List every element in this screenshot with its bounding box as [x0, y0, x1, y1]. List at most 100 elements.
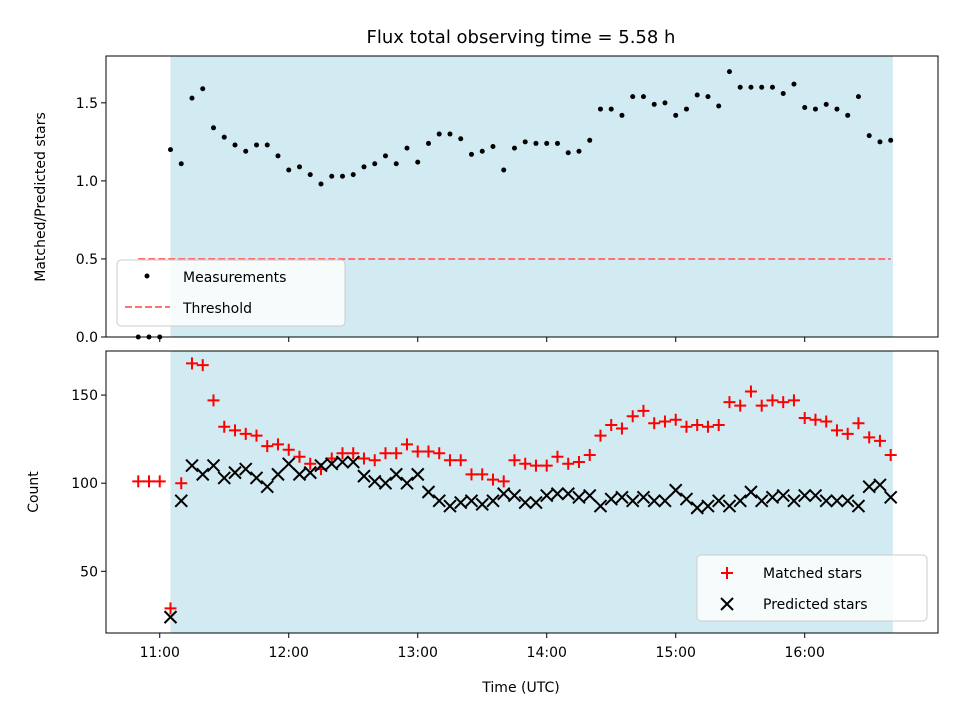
predicted-star-point: [883, 490, 898, 504]
predicted-star-point: [862, 480, 876, 494]
measurement-point: [511, 145, 517, 151]
predicted-star-point: [507, 488, 522, 503]
predicted-star-point: [583, 488, 597, 503]
plot-frame: [105, 350, 939, 634]
predicted-star-point: [851, 499, 866, 513]
matched-star-point: [411, 445, 424, 458]
legend-measurements-marker: [144, 273, 150, 279]
matched-star-point: [336, 447, 349, 460]
predicted-star-point: [314, 458, 328, 473]
matched-star-point: [777, 396, 790, 409]
measurement-point: [823, 101, 829, 107]
matched-star-point: [626, 410, 639, 423]
matched-star-point: [390, 447, 403, 460]
matched-star-point: [443, 454, 456, 467]
predicted-star-point: [840, 494, 855, 508]
matched-star-point: [798, 411, 811, 424]
measurement-point: [339, 173, 345, 179]
matched-star-point: [357, 452, 370, 465]
predicted-star-point: [185, 458, 199, 473]
measurement-point: [748, 84, 754, 90]
matched-star-point: [465, 468, 478, 481]
predicted-star-point: [432, 494, 446, 508]
matched-star-point: [497, 475, 510, 488]
predicted-star-point: [454, 495, 468, 510]
measurement-point: [318, 181, 324, 187]
measurement-point: [479, 148, 485, 154]
predicted-star-point: [647, 494, 661, 508]
matched-star-point: [841, 427, 854, 440]
matched-star-point: [723, 396, 736, 409]
legend-predicted-label: Predicted stars: [763, 597, 868, 613]
matched-star-point: [519, 457, 532, 470]
predicted-star-point: [346, 455, 360, 469]
predicted-star-point: [808, 488, 823, 503]
matched-star-point: [766, 394, 779, 407]
x-tick-label: 15:00: [656, 645, 696, 661]
measurement-point: [812, 106, 818, 112]
predicted-star-point: [292, 467, 307, 482]
bottom-y-axis-label: Count: [26, 471, 42, 513]
measurement-point: [662, 100, 668, 106]
y-tick-label: 150: [71, 388, 98, 404]
bottom-legend: Matched stars Predicted stars: [696, 554, 928, 622]
measurement-point: [780, 90, 786, 96]
measurement-point: [501, 167, 507, 173]
measurement-point: [264, 142, 270, 148]
x-tick-label: 13:00: [398, 645, 438, 661]
measurement-point: [296, 164, 302, 170]
matched-star-point: [873, 434, 886, 447]
legend-predicted-marker: [720, 597, 734, 611]
matched-star-point: [282, 443, 295, 456]
predicted-star-point: [163, 610, 178, 624]
measurement-point: [404, 145, 410, 151]
predicted-star-point: [239, 462, 253, 476]
matched-star-point: [691, 419, 704, 432]
matched-star-point: [486, 473, 499, 486]
measurement-point: [275, 153, 281, 159]
top-y-axis-label: Matched/Predicted stars: [33, 112, 49, 282]
measurement-point: [565, 150, 571, 156]
predicted-star-point: [540, 488, 554, 503]
predicted-star-point: [615, 490, 629, 504]
measurement-point: [522, 139, 528, 145]
predicted-star-point: [335, 455, 350, 469]
measurement-point: [243, 148, 249, 154]
matched-star-point: [347, 447, 360, 460]
measurement-point: [737, 84, 743, 90]
measurement-point: [425, 140, 431, 146]
matched-star-point: [744, 385, 757, 398]
matched-star-point: [185, 357, 198, 370]
measurement-point: [544, 140, 550, 146]
matched-star-point: [261, 440, 274, 453]
predicted-star-point: [712, 494, 726, 508]
legend-measurements-label: Measurements: [183, 270, 286, 286]
y-tick-label: 50: [80, 564, 98, 580]
predicted-star-point: [529, 495, 543, 510]
measurement-point: [673, 112, 679, 118]
y-tick-label: 1.5: [76, 96, 98, 112]
predicted-star-point: [260, 480, 274, 494]
measurement-point: [716, 103, 722, 109]
measurement-point: [845, 112, 851, 118]
matched-star-point: [734, 399, 747, 412]
matched-star-point: [250, 429, 263, 442]
matched-star-point: [368, 454, 381, 467]
measurement-point: [726, 69, 732, 75]
predicted-star-point: [744, 485, 758, 499]
measurement-point: [855, 94, 861, 100]
measurement-point: [554, 140, 560, 146]
measurement-point: [619, 112, 625, 118]
measurement-point: [888, 137, 894, 143]
matched-star-point: [400, 438, 413, 451]
predicted-star-point: [819, 494, 833, 508]
matched-star-point: [820, 415, 833, 428]
predicted-star-point: [411, 467, 425, 482]
predicted-star-point: [475, 497, 489, 512]
matched-star-point: [271, 438, 284, 451]
predicted-star-point: [572, 490, 586, 504]
plot-frame: [105, 55, 939, 338]
matched-star-point: [562, 457, 575, 470]
measurement-point: [253, 142, 259, 148]
predicted-star-point: [873, 478, 887, 492]
